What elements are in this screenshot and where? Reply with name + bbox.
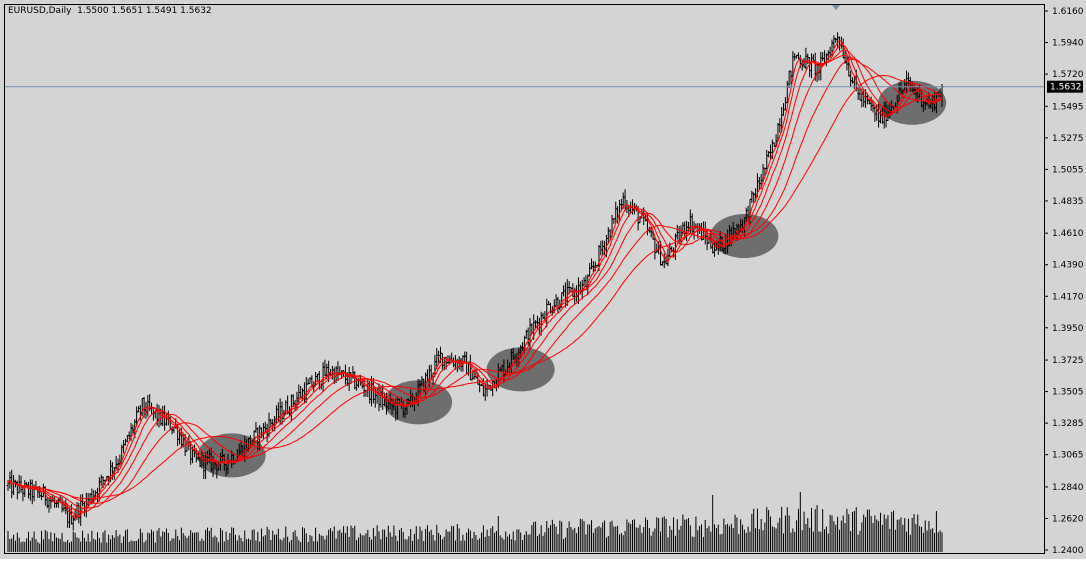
price-tick-label: 1.5275 [1052, 134, 1084, 144]
moving-average-line [7, 44, 943, 517]
price-axis: 1.6160 1.5940 1.5720 1.5495 1.5275 1.5055 1.48… [1044, 7, 1084, 556]
price-tick-label: 1.3285 [1052, 419, 1084, 429]
price-tick-label: 1.3065 [1052, 451, 1084, 461]
plot-area-frame [4, 4, 1045, 554]
price-tick-label: 1.2400 [1052, 546, 1084, 556]
price-tick-label: 1.5495 [1052, 102, 1084, 112]
volume-histogram [7, 492, 943, 552]
chart-shift-marker[interactable] [832, 5, 840, 10]
price-tick-label: 1.5940 [1052, 39, 1084, 49]
svg-text:1.5632: 1.5632 [1050, 83, 1082, 93]
symbol-title: EURUSD,Daily 1.5500 1.5651 1.5491 1.5632 [8, 6, 212, 16]
moving-average-line [7, 58, 943, 504]
price-tick-label: 1.3950 [1052, 324, 1084, 334]
price-tick-label: 1.3725 [1052, 356, 1084, 366]
price-tick-label: 1.6160 [1052, 7, 1084, 17]
price-tick-label: 1.2620 [1052, 514, 1084, 524]
moving-average-line [7, 49, 943, 513]
price-tick-label: 1.2840 [1052, 483, 1084, 493]
highlight-zone [878, 80, 947, 125]
price-tick-label: 1.5055 [1052, 165, 1084, 175]
moving-averages [7, 40, 943, 520]
price-tick-label: 1.3505 [1052, 388, 1084, 398]
price-tick-label: 1.5720 [1052, 70, 1084, 80]
current-price-label: 1.5632 [1047, 80, 1083, 93]
moving-average-line [7, 54, 943, 509]
price-tick-label: 1.4610 [1052, 229, 1084, 239]
price-tick-label: 1.4835 [1052, 197, 1084, 207]
price-tick-label: 1.4170 [1052, 292, 1084, 302]
moving-average-line [7, 74, 943, 500]
price-tick-label: 1.4390 [1052, 261, 1084, 271]
